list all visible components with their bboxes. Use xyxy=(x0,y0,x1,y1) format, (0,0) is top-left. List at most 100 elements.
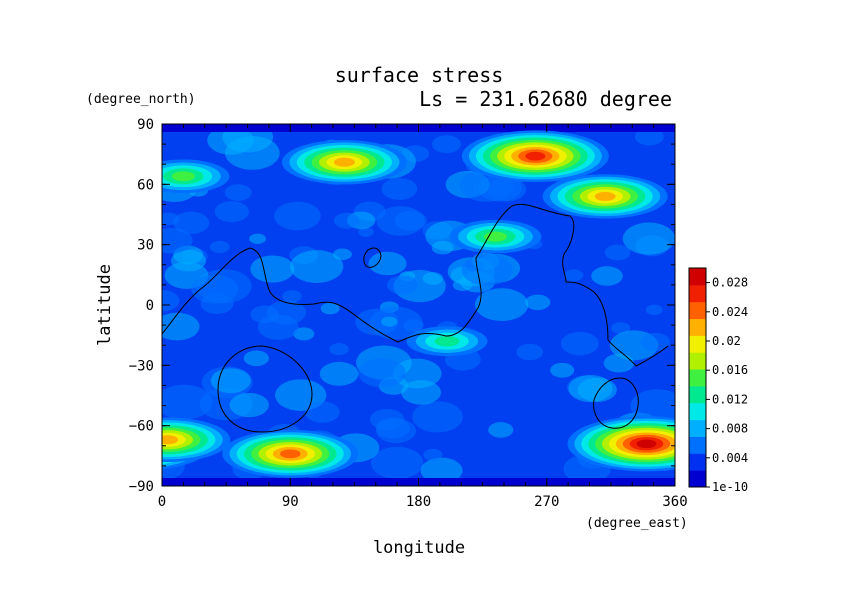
field-patch xyxy=(634,127,664,146)
field-patch xyxy=(207,125,254,155)
basin-contour-hellas xyxy=(217,345,313,433)
x-tick-label: 90 xyxy=(282,494,299,510)
field-patch xyxy=(358,358,406,388)
field-patch xyxy=(381,177,418,200)
y-tick-label: −60 xyxy=(129,419,154,435)
y-tick-label: −30 xyxy=(129,358,154,374)
field-patch xyxy=(274,201,321,231)
continent-contour xyxy=(162,203,669,367)
hotspot-contour-wrap xyxy=(110,435,157,453)
colorbar-segment xyxy=(689,352,706,370)
hotspot-contour-wrap xyxy=(124,439,144,448)
colorbar-label: 0.012 xyxy=(712,392,748,406)
field-patch xyxy=(488,422,514,438)
heatmap-field xyxy=(110,124,675,486)
field-patch xyxy=(461,254,513,286)
colorbar-segment xyxy=(689,369,706,387)
field-patch xyxy=(209,240,230,254)
field-patch xyxy=(249,233,267,244)
field-patch xyxy=(550,362,575,378)
field-patch xyxy=(368,251,407,276)
field-patch xyxy=(423,448,443,461)
field-patch xyxy=(162,312,200,341)
colorbar-label: 0.02 xyxy=(712,334,741,348)
field-patch xyxy=(431,135,462,154)
colorbar-segment xyxy=(689,419,706,437)
field-patch xyxy=(568,374,613,403)
field-patch xyxy=(172,211,210,234)
colorbar-segment xyxy=(689,470,706,488)
field-patch xyxy=(191,274,239,304)
field-patch xyxy=(320,302,340,315)
field-patch xyxy=(376,206,425,236)
hotspot-contour xyxy=(162,435,179,445)
colorbar-label: 0.028 xyxy=(712,276,748,290)
x-units-label: (degree_east) xyxy=(586,516,688,531)
hotspot-contour xyxy=(171,171,195,182)
x-tick-label: 360 xyxy=(662,494,687,510)
field-patch xyxy=(162,290,180,312)
field-patch xyxy=(224,184,252,201)
hotspot-contour xyxy=(434,335,460,347)
colorbar-segment xyxy=(689,453,706,471)
stress-field xyxy=(110,124,675,486)
field-patch xyxy=(412,401,463,433)
field-patch xyxy=(516,343,544,361)
y-tick-label: 90 xyxy=(137,117,154,133)
field-patch xyxy=(420,457,463,484)
field-patch xyxy=(210,368,251,394)
colorbar-segment xyxy=(689,301,706,320)
hotspot-contour-wrap xyxy=(117,437,151,450)
colorbar-frame xyxy=(688,267,707,488)
colorbar-label: 0.004 xyxy=(712,451,748,465)
colorbar-segment xyxy=(689,385,706,404)
y-units-label: (degree_north) xyxy=(86,92,196,107)
topography-contour xyxy=(162,203,669,433)
field-patch xyxy=(525,294,551,311)
field-patch xyxy=(319,361,359,386)
field-patch xyxy=(375,417,410,439)
field-patch xyxy=(329,343,349,356)
field-patch xyxy=(622,222,675,255)
field-patch xyxy=(162,228,193,254)
hotspot-contour xyxy=(594,191,616,201)
field-patch xyxy=(304,401,340,423)
field-patch xyxy=(162,384,213,420)
basin-contour-argyre xyxy=(593,377,639,429)
hotspot-contour xyxy=(333,157,355,167)
y-tick-label: 0 xyxy=(146,298,154,314)
field-patch xyxy=(282,290,302,303)
field-patch xyxy=(229,392,269,418)
x-axis-label: longitude xyxy=(373,538,465,558)
colorbar-label: 0.016 xyxy=(712,363,748,377)
colorbar-segment xyxy=(689,402,706,421)
y-axis-label: latitude xyxy=(95,264,115,346)
field-patch xyxy=(381,316,398,327)
field-patch xyxy=(290,250,344,283)
field-patch xyxy=(603,353,635,373)
field-patch xyxy=(474,288,529,322)
field-patch xyxy=(257,314,299,340)
field-patch xyxy=(591,266,623,286)
field-patch xyxy=(358,227,374,237)
hotspot-contour xyxy=(525,151,546,161)
field-patch xyxy=(640,332,671,351)
field-patch xyxy=(243,350,269,367)
colorbar-label: 1e-10 xyxy=(712,480,748,494)
axes: 0 90 180 270 360 90 60 30 0 −30 −60 −90 xyxy=(129,117,688,510)
field-patch xyxy=(214,201,249,223)
x-tick-label: 0 xyxy=(158,494,166,510)
field-patch xyxy=(293,327,315,341)
field-patch xyxy=(645,304,663,316)
highland-contour-north xyxy=(363,247,382,268)
chart-title: surface stress xyxy=(335,63,504,87)
field-patch xyxy=(387,275,419,295)
x-tick-label: 270 xyxy=(534,494,559,510)
colorbar-segment xyxy=(689,284,706,303)
y-tick-label: 30 xyxy=(137,238,154,254)
field-patch xyxy=(560,331,599,356)
colorbar: 0.028 0.024 0.02 0.016 0.012 0.008 0.004 1e-10 xyxy=(688,267,748,494)
colorbar-label: 0.024 xyxy=(712,305,748,319)
field-patch xyxy=(630,389,675,423)
